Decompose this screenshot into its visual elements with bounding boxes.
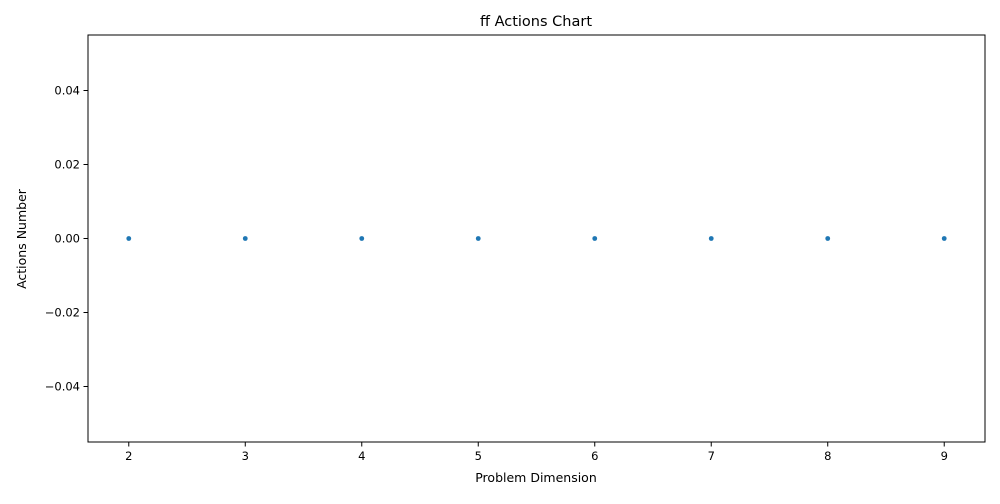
y-tick-label: −0.04 — [45, 380, 80, 394]
data-point — [708, 236, 714, 241]
x-tick-label: 2 — [125, 449, 132, 463]
x-tick-label: 6 — [591, 449, 598, 463]
x-tick-label: 9 — [941, 449, 948, 463]
y-tick-label: 0.04 — [54, 84, 80, 98]
x-tick-label: 5 — [475, 449, 482, 463]
axes-frame — [87, 34, 986, 443]
x-tick-label: 3 — [242, 449, 249, 463]
x-tick-label: 4 — [358, 449, 365, 463]
y-tick-label: 0.00 — [54, 232, 80, 246]
y-axis-label: Actions Number — [14, 188, 29, 289]
data-point — [475, 236, 481, 241]
x-axis-ticks: 2 3 4 5 6 7 8 9 — [125, 442, 948, 463]
y-tick-label: −0.02 — [45, 306, 80, 320]
x-tick-label: 8 — [824, 449, 831, 463]
data-point — [126, 236, 132, 241]
y-tick-label: 0.02 — [54, 158, 80, 172]
y-axis-ticks: −0.04 −0.02 0.00 0.02 0.04 — [45, 84, 88, 394]
plot-area — [87, 34, 986, 443]
data-point — [359, 236, 365, 241]
data-points — [126, 236, 947, 241]
x-axis-label: Problem Dimension — [475, 470, 597, 485]
data-point — [592, 236, 598, 241]
data-point — [825, 236, 831, 241]
chart-title: ff Actions Chart — [480, 14, 592, 30]
data-point — [941, 236, 947, 241]
x-tick-label: 7 — [708, 449, 715, 463]
data-point — [242, 236, 248, 241]
